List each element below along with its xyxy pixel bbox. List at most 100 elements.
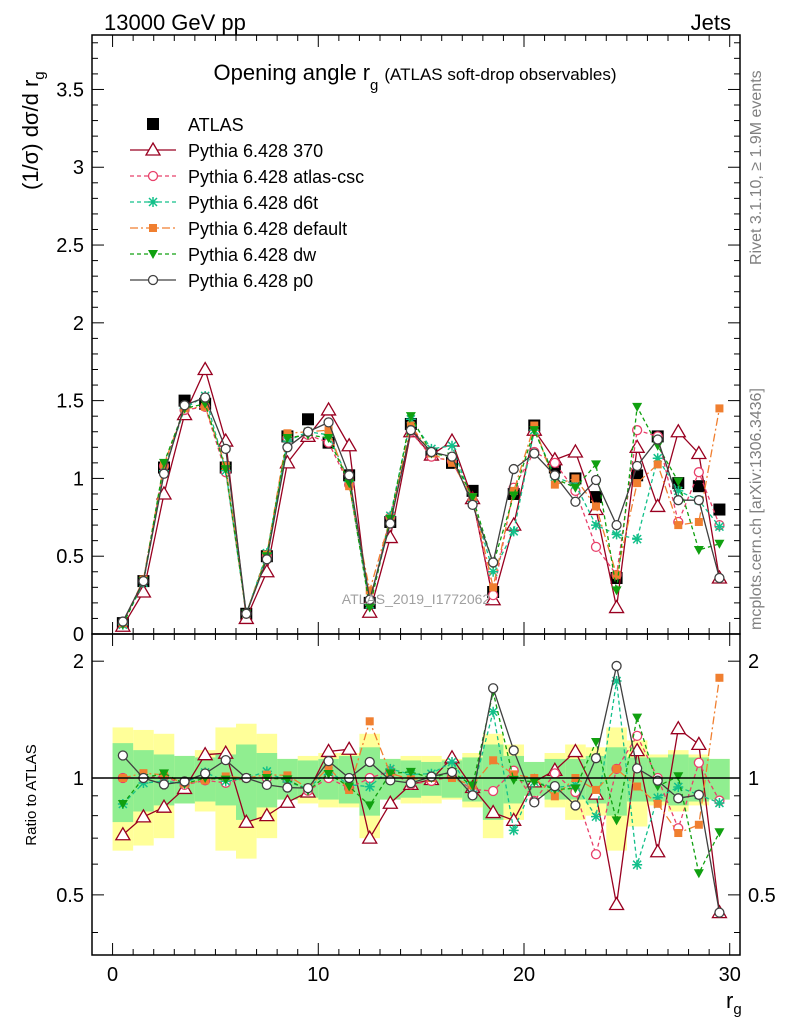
series-5-point xyxy=(673,477,684,487)
series-5-ratio-point xyxy=(714,828,725,838)
series-5-point xyxy=(323,433,334,443)
series-4-point xyxy=(571,474,580,483)
series-6-point xyxy=(282,442,293,453)
legend-label: Pythia 6.428 p0 xyxy=(188,271,313,291)
series-6-point xyxy=(405,425,417,436)
y-axis-label-sub: g xyxy=(31,71,48,79)
main-title-sub: g xyxy=(370,77,378,94)
ratio-y-ticks: 0.5 0.5 1 1 2 2 xyxy=(56,651,776,933)
legend-item: Pythia 6.428 dw xyxy=(130,245,317,265)
series-6-point xyxy=(714,572,725,584)
series-5-ratio-point xyxy=(570,784,581,794)
series-5-point xyxy=(282,433,293,443)
series-6-point xyxy=(385,518,396,529)
legend-label: Pythia 6.428 dw xyxy=(188,245,317,265)
series-4-point xyxy=(448,458,456,467)
y-tick-label: 2 xyxy=(73,313,84,335)
series-5-ratio-line xyxy=(122,691,721,876)
series-lines xyxy=(114,361,728,632)
series-4-ratio-point xyxy=(612,764,621,773)
series-2-ratio-point xyxy=(590,849,602,860)
series-6-point xyxy=(467,499,478,511)
series-5-point xyxy=(405,412,416,422)
series-6-point xyxy=(138,575,149,587)
series-6-point xyxy=(570,496,581,507)
ratio-y-label: Ratio to ATLAS xyxy=(23,744,40,845)
series-6-ratio-point xyxy=(508,745,519,756)
series-1-ratio-point xyxy=(238,813,255,828)
series-6-ratio-point xyxy=(611,660,622,672)
series-5-ratio-point xyxy=(385,769,396,779)
x-tick-label: 30 xyxy=(719,964,741,986)
series-3-ratio-point xyxy=(591,811,601,822)
series-6-ratio-point xyxy=(158,779,170,790)
series-5-ratio-point xyxy=(673,772,684,782)
ratio-frame xyxy=(91,633,741,956)
series-3-point xyxy=(488,566,499,577)
x-axis-ticks: 0 10 20 30 xyxy=(107,35,741,986)
series-6-ratio-point xyxy=(179,776,190,787)
series-5-line xyxy=(122,402,720,625)
series-5-ratio-point xyxy=(117,800,128,810)
series-5-ratio-point xyxy=(344,782,355,792)
series-6-point xyxy=(529,448,540,459)
series-2-point xyxy=(693,467,705,478)
series-1-point xyxy=(197,361,214,376)
series-6-point xyxy=(590,474,602,486)
band-inner-bin xyxy=(585,755,607,804)
series-1-point xyxy=(649,498,666,513)
series-6-ratio-point xyxy=(529,797,540,808)
series-6-point xyxy=(158,468,170,479)
series-5-ratio-point xyxy=(364,801,375,811)
series-6-ratio-point xyxy=(323,755,334,767)
legend-item: Pythia 6.428 370 xyxy=(130,141,323,161)
series-4-point xyxy=(530,421,539,430)
series-4-ratio-point xyxy=(592,785,600,794)
legend-marker xyxy=(149,224,157,232)
series-4-ratio-point xyxy=(633,782,642,791)
series-4-point xyxy=(283,429,292,438)
series-1-ratio-point xyxy=(258,807,275,822)
watermark: ATLAS_2019_I1772062 xyxy=(342,591,491,607)
series-6-point xyxy=(199,392,211,403)
legend-marker xyxy=(148,197,158,207)
legend-marker xyxy=(147,274,159,286)
series-1-ratio-point xyxy=(485,804,502,819)
y-tick-label: 3 xyxy=(73,157,84,179)
legend: ATLAS Pythia 6.428 370 Pythia 6.428 atlas-… xyxy=(130,115,364,291)
series-6-point xyxy=(179,400,190,411)
series-6-ratio-point xyxy=(282,782,293,793)
legend-item: Pythia 6.428 atlas-csc xyxy=(130,167,364,187)
series-6-ratio-point xyxy=(590,753,602,764)
series-6-ratio-point xyxy=(261,779,273,791)
ratio-tick-label: 0.5 xyxy=(56,885,84,907)
series-4-ratio-point xyxy=(715,673,724,682)
series-3-ratio-point xyxy=(488,706,499,717)
series-5-ratio-point xyxy=(632,713,643,723)
series-1-point xyxy=(690,445,707,460)
legend-item: Pythia 6.428 p0 xyxy=(130,271,313,291)
legend-marker xyxy=(147,118,159,130)
series-2-point xyxy=(549,457,561,469)
band-inner-bin xyxy=(709,758,730,800)
y-tick-label: 1.5 xyxy=(56,391,84,413)
series-1-ratio-point xyxy=(114,826,131,841)
series-6-ratio-point xyxy=(673,793,684,804)
series-3-ratio-point xyxy=(364,781,375,792)
series-6-ratio-point xyxy=(199,768,211,779)
series-6-ratio-point xyxy=(570,800,581,811)
series-3-point xyxy=(714,521,725,532)
series-6-ratio-point xyxy=(405,777,417,789)
series-1-ratio-point xyxy=(382,794,399,809)
series-3-ratio-point xyxy=(673,781,684,792)
series-1-ratio-point xyxy=(135,808,152,823)
series-4-point xyxy=(550,480,559,489)
y-tick-label: 0.5 xyxy=(56,546,84,568)
series-4-point xyxy=(694,517,703,526)
x-tick-label: 10 xyxy=(307,964,329,986)
series-6-ratio-point xyxy=(631,763,643,774)
series-1-ratio-point xyxy=(608,896,625,911)
series-3-ratio-point xyxy=(652,792,663,803)
series-4-ratio-point xyxy=(324,763,333,772)
